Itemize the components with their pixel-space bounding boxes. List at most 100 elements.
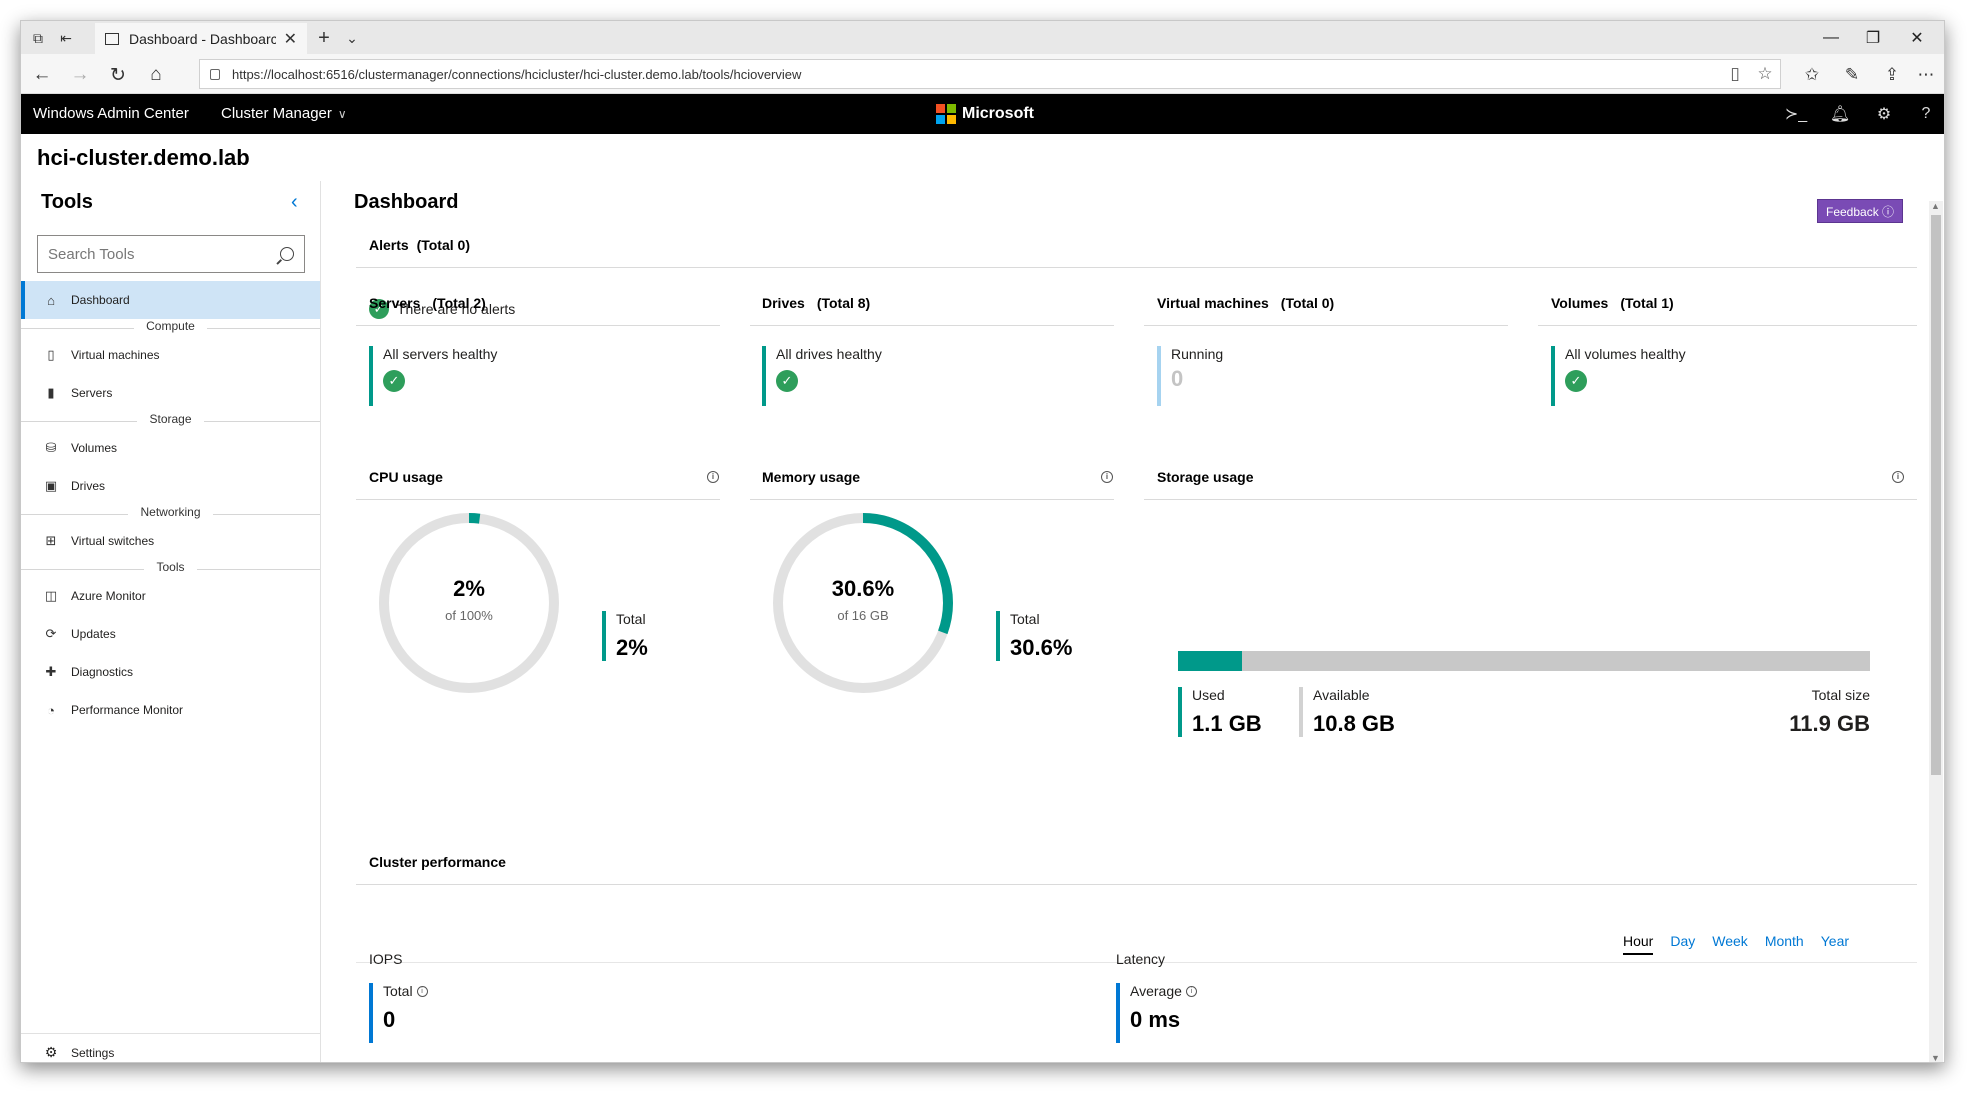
scroll-thumb[interactable] bbox=[1931, 215, 1941, 775]
sidebar-item-label: Servers bbox=[71, 386, 113, 400]
latency-info-icon[interactable]: i bbox=[1185, 985, 1197, 997]
sidebar-item-azure-monitor[interactable]: ◫ Azure Monitor bbox=[21, 577, 320, 615]
divider bbox=[750, 499, 1114, 500]
search-icon[interactable] bbox=[280, 247, 294, 261]
vms-status: Running bbox=[1171, 346, 1224, 362]
favorite-star-icon[interactable]: ☆ bbox=[1757, 64, 1773, 83]
sidebar-item-label: Performance Monitor bbox=[71, 703, 184, 717]
sidebar-item-servers[interactable]: ▮ Servers bbox=[21, 374, 320, 412]
cpu-total-label: Total bbox=[616, 611, 646, 627]
set-aside-tabs-icon[interactable]: ⇤ bbox=[60, 29, 72, 46]
scroll-up-icon[interactable]: ▲ bbox=[1931, 201, 1940, 211]
nav-group-label: Storage bbox=[137, 412, 204, 426]
tab-actions-icon[interactable]: ⧉ bbox=[33, 29, 43, 46]
latency-title: Latency bbox=[1116, 951, 1166, 967]
cpu-total-value: 2% bbox=[616, 635, 648, 660]
volumes-heading[interactable]: Volumes (Total 1) bbox=[1551, 295, 1674, 311]
memory-info-icon[interactable]: i bbox=[1101, 471, 1113, 483]
close-window-icon[interactable]: ✕ bbox=[1910, 30, 1924, 47]
vms-total: (Total 0) bbox=[1280, 295, 1335, 311]
check-circle-icon: ✓ bbox=[1565, 370, 1587, 392]
main-scrollbar[interactable]: ▲ ▼ bbox=[1929, 201, 1943, 1063]
tab-preview-chevron-icon[interactable]: ⌄ bbox=[346, 29, 358, 46]
share-icon[interactable]: ⇪ bbox=[1884, 65, 1900, 84]
browser-tab[interactable]: Dashboard - Dashboarc ✕ bbox=[95, 23, 307, 54]
alerts-heading: Alerts (Total 0) bbox=[369, 237, 470, 253]
volumes-summary[interactable]: All volumes healthy ✓ bbox=[1551, 346, 1686, 406]
powershell-icon[interactable]: ≻_ bbox=[1784, 106, 1808, 123]
sidebar-item-drives[interactable]: ▣ Drives bbox=[21, 467, 320, 505]
drives-heading[interactable]: Drives (Total 8) bbox=[762, 295, 870, 311]
tab-range-week[interactable]: Week bbox=[1712, 933, 1748, 949]
servers-summary[interactable]: All servers healthy ✓ bbox=[369, 346, 497, 406]
connection-title: hci-cluster.demo.lab bbox=[37, 145, 250, 170]
latency-metric-label: Average bbox=[1130, 983, 1182, 999]
storage-usage-bar bbox=[1178, 651, 1870, 671]
storage-info-icon[interactable]: i bbox=[1892, 471, 1904, 483]
notes-icon[interactable]: ✎ bbox=[1844, 65, 1860, 84]
iops-info-icon[interactable]: i bbox=[416, 985, 428, 997]
url-text[interactable]: https://localhost:6516/clustermanager/co… bbox=[232, 66, 802, 82]
address-bar[interactable]: https://localhost:6516/clustermanager/co… bbox=[199, 59, 1781, 89]
search-tools-input[interactable] bbox=[48, 245, 280, 263]
settings-gear-icon[interactable]: ⚙ bbox=[1876, 106, 1892, 123]
microsoft-brand: Microsoft bbox=[936, 104, 1034, 124]
cpu-donut-arc bbox=[379, 513, 559, 693]
minimize-icon[interactable]: — bbox=[1823, 29, 1839, 46]
more-icon[interactable]: ⋯ bbox=[1917, 65, 1935, 84]
sidebar-item-label: Virtual switches bbox=[71, 534, 155, 548]
sidebar-item-virtual-machines[interactable]: ▯ Virtual machines bbox=[21, 336, 320, 374]
forward-icon[interactable]: → bbox=[70, 64, 90, 85]
scroll-down-icon[interactable]: ▼ bbox=[1931, 1053, 1940, 1063]
divider bbox=[1144, 499, 1917, 500]
mode-switcher[interactable]: Cluster Manager ∨ bbox=[221, 105, 347, 122]
gear-icon: ⚙ bbox=[44, 1044, 58, 1060]
app-name[interactable]: Windows Admin Center bbox=[33, 105, 189, 122]
sidebar-item-dashboard[interactable]: ⌂ Dashboard bbox=[21, 281, 320, 319]
diagnostics-icon: ✚ bbox=[45, 664, 57, 679]
tab-range-year[interactable]: Year bbox=[1820, 933, 1850, 949]
vms-heading[interactable]: Virtual machines (Total 0) bbox=[1157, 295, 1334, 311]
feedback-button[interactable]: Feedback ⓘ bbox=[1817, 199, 1904, 223]
collapse-chevron-icon[interactable]: ‹ bbox=[291, 191, 298, 213]
search-tools-box[interactable] bbox=[37, 235, 305, 273]
cpu-info-icon[interactable]: i bbox=[707, 471, 719, 483]
sidebar-item-label: Updates bbox=[71, 627, 116, 641]
alerts-message: ✓ There are no alerts bbox=[369, 299, 515, 319]
home-nav-icon[interactable]: ⌂ bbox=[150, 64, 162, 85]
refresh-icon[interactable]: ↻ bbox=[110, 64, 126, 86]
sidebar-item-diagnostics[interactable]: ✚ Diagnostics bbox=[21, 653, 320, 691]
close-tab-icon[interactable]: ✕ bbox=[283, 30, 297, 48]
memory-of-text: of 16 GB bbox=[837, 608, 889, 623]
tab-range-day[interactable]: Day bbox=[1670, 933, 1696, 949]
sidebar-item-volumes[interactable]: ⛁ Volumes bbox=[21, 429, 320, 467]
notifications-bell-icon[interactable]: 🔔︎ bbox=[1829, 106, 1851, 123]
sidebar-item-updates[interactable]: ⟳ Updates bbox=[21, 615, 320, 653]
favorites-icon[interactable]: ✩ bbox=[1804, 65, 1820, 84]
vms-summary[interactable]: Running 0 bbox=[1157, 346, 1223, 406]
sidebar-item-settings[interactable]: ⚙ Settings bbox=[21, 1033, 320, 1062]
memory-total-kpi: Total 30.6% bbox=[996, 611, 1072, 661]
check-circle-icon: ✓ bbox=[776, 370, 798, 392]
alerts-total: (Total 0) bbox=[416, 237, 470, 253]
sidebar-item-virtual-switches[interactable]: ⊞ Virtual switches bbox=[21, 522, 320, 560]
app-header: Windows Admin Center Cluster Manager ∨ Mi… bbox=[21, 94, 1944, 134]
tools-title: Tools bbox=[41, 191, 93, 213]
tab-range-month[interactable]: Month bbox=[1764, 933, 1804, 949]
back-icon[interactable]: ← bbox=[32, 64, 52, 85]
new-tab-icon[interactable]: + bbox=[318, 26, 330, 49]
home-icon: ⌂ bbox=[47, 292, 55, 308]
reading-view-icon[interactable]: ▯ bbox=[1730, 64, 1740, 83]
sidebar-item-performance-monitor[interactable]: ◔ Performance Monitor bbox=[21, 691, 320, 729]
cpu-of-text: of 100% bbox=[445, 608, 493, 623]
memory-heading: Memory usage bbox=[762, 469, 861, 485]
mode-label: Cluster Manager bbox=[221, 105, 332, 122]
time-range-tabs: Hour Day Week Month Year bbox=[1623, 933, 1866, 955]
tab-range-hour[interactable]: Hour bbox=[1623, 933, 1654, 955]
servers-heading-text[interactable]: Servers (Total 2) bbox=[369, 295, 486, 311]
drives-summary[interactable]: All drives healthy ✓ bbox=[762, 346, 882, 406]
sidebar-item-label: Dashboard bbox=[71, 293, 130, 307]
iops-kpi: Total i 0 bbox=[369, 983, 428, 1043]
help-icon[interactable]: ? bbox=[1921, 105, 1931, 122]
restore-icon[interactable]: ❐ bbox=[1865, 30, 1881, 47]
